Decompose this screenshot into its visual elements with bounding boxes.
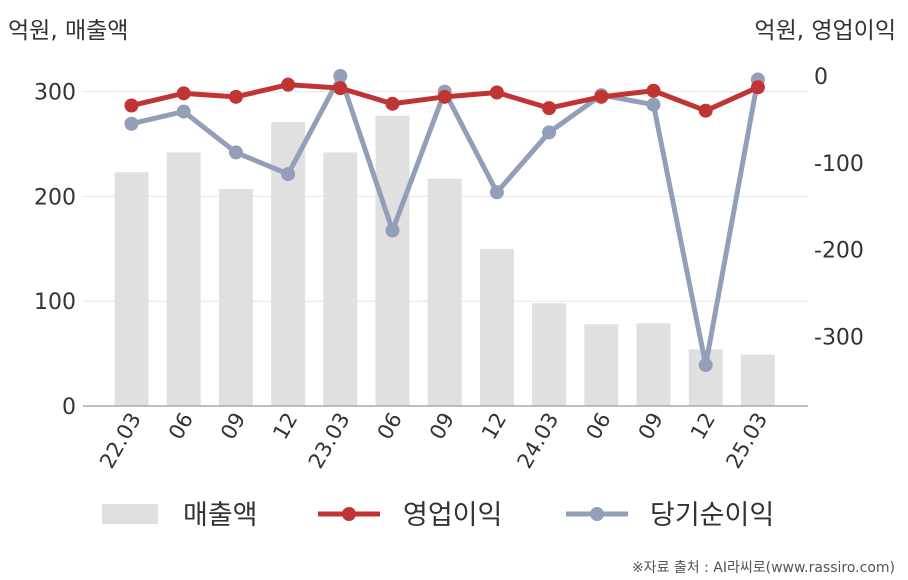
bar <box>166 152 201 406</box>
x-tick-label: 24.03 <box>513 409 564 473</box>
series-point <box>124 116 139 131</box>
bar <box>740 354 775 406</box>
bar <box>271 121 306 406</box>
x-tick-label: 06 <box>164 409 198 444</box>
left-tick-label: 100 <box>34 290 76 315</box>
series-point <box>698 358 713 373</box>
bar <box>584 324 619 406</box>
bar <box>636 323 671 406</box>
series-point <box>542 101 557 116</box>
series-point <box>124 98 139 113</box>
right-axis-unit-label: 억원, 영업이익 <box>754 18 896 44</box>
series-point <box>333 69 348 83</box>
series-point <box>281 167 296 182</box>
legend-label-operating-profit: 영업이익 <box>403 500 502 531</box>
legend-swatch-revenue <box>102 504 158 524</box>
series-point <box>385 223 400 238</box>
bar-series-revenue <box>114 115 775 406</box>
series-point <box>176 104 191 119</box>
x-tick-label: 09 <box>634 409 668 444</box>
left-tick-label: 0 <box>62 395 76 420</box>
series-point <box>385 96 400 111</box>
legend-marker-operating-profit <box>342 507 356 521</box>
legend-marker-net-income <box>590 507 604 521</box>
series-point <box>176 86 191 101</box>
bar <box>114 172 149 406</box>
series-point <box>437 89 452 104</box>
right-tick-label: -200 <box>814 239 864 264</box>
x-tick-label: 23.03 <box>304 409 355 473</box>
bar <box>218 189 253 406</box>
x-tick-label: 12 <box>686 409 720 444</box>
series-point <box>542 125 557 140</box>
left-tick-label: 200 <box>34 185 76 210</box>
series-point <box>750 80 765 95</box>
series-point <box>646 83 661 98</box>
series-point <box>489 85 504 100</box>
bar <box>427 178 462 406</box>
series-point <box>698 103 713 118</box>
x-tick-label: 22.03 <box>95 409 146 473</box>
x-tick-label: 12 <box>477 409 511 444</box>
legend: 매출액 영업이익 당기순이익 <box>102 500 774 531</box>
bar <box>479 248 514 406</box>
x-tick-label: 09 <box>425 409 459 444</box>
x-tick-label: 12 <box>268 409 302 444</box>
source-note: ※자료 출처 : AI라씨로(www.rassiro.com) <box>632 560 895 576</box>
series-point <box>646 97 661 112</box>
x-tick-label: 06 <box>581 409 615 444</box>
bar <box>532 303 567 406</box>
right-tick-label: 0 <box>814 65 828 90</box>
series-point <box>228 89 243 104</box>
series-point <box>489 185 504 200</box>
legend-label-revenue: 매출액 <box>183 500 258 531</box>
left-tick-label: 300 <box>34 81 76 106</box>
left-axis-ticks: 0 100 200 300 <box>34 81 76 420</box>
bar <box>323 152 358 406</box>
legend-label-net-income: 당기순이익 <box>650 500 774 531</box>
left-axis-unit-label: 억원, 매출액 <box>8 18 128 44</box>
x-axis-ticks: 22.03 06 09 12 23.03 06 09 12 24.03 06 09 12 25.03 <box>95 409 772 473</box>
x-tick-label: 09 <box>216 409 250 444</box>
right-tick-label: -300 <box>814 325 864 350</box>
x-tick-label: 25.03 <box>721 409 772 473</box>
series-point <box>333 81 348 96</box>
line-series <box>124 69 765 373</box>
series-point <box>281 77 296 92</box>
bar <box>375 115 410 406</box>
right-tick-label: -100 <box>814 152 864 177</box>
series-point <box>228 145 243 160</box>
x-tick-label: 06 <box>373 409 407 444</box>
right-axis-ticks: 0 -100 -200 -300 <box>814 65 864 350</box>
series-point <box>594 89 609 104</box>
